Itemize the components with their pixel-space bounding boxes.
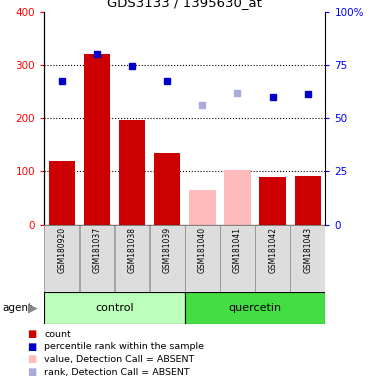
Bar (49, 161, 75, 225)
Text: percentile rank within the sample: percentile rank within the sample (44, 342, 204, 351)
Bar (224, 170, 251, 225)
Bar (115, 225, 149, 292)
Bar (84, 54, 110, 225)
Bar (290, 225, 325, 292)
Text: rank, Detection Call = ABSENT: rank, Detection Call = ABSENT (44, 367, 190, 377)
Bar (44, 225, 79, 292)
Bar (189, 190, 216, 225)
Text: ■: ■ (27, 354, 36, 364)
Text: value, Detection Call = ABSENT: value, Detection Call = ABSENT (44, 355, 194, 364)
Text: ■: ■ (27, 367, 36, 377)
Text: GSM181040: GSM181040 (198, 227, 207, 273)
Text: agent: agent (2, 303, 32, 313)
Text: ■: ■ (27, 329, 36, 339)
Text: GSM181043: GSM181043 (303, 227, 312, 273)
Bar (80, 225, 114, 292)
Bar (119, 120, 145, 225)
Text: GSM181042: GSM181042 (268, 227, 277, 273)
Text: GSM180920: GSM180920 (57, 227, 66, 273)
Text: control: control (95, 303, 134, 313)
Bar (185, 292, 325, 324)
Text: GSM181038: GSM181038 (127, 227, 137, 273)
Text: count: count (44, 329, 71, 339)
Bar (154, 153, 181, 225)
Text: GSM181041: GSM181041 (233, 227, 242, 273)
Text: ▶: ▶ (28, 302, 38, 314)
Bar (220, 225, 255, 292)
Text: GSM181037: GSM181037 (92, 227, 102, 273)
Bar (259, 177, 286, 225)
Bar (150, 225, 185, 292)
Text: quercetin: quercetin (229, 303, 281, 313)
Bar (295, 175, 321, 225)
Bar (255, 225, 290, 292)
Text: GSM181039: GSM181039 (163, 227, 172, 273)
Bar (185, 225, 220, 292)
Bar (44, 292, 185, 324)
Title: GDS3133 / 1395630_at: GDS3133 / 1395630_at (107, 0, 262, 9)
Text: ■: ■ (27, 342, 36, 352)
